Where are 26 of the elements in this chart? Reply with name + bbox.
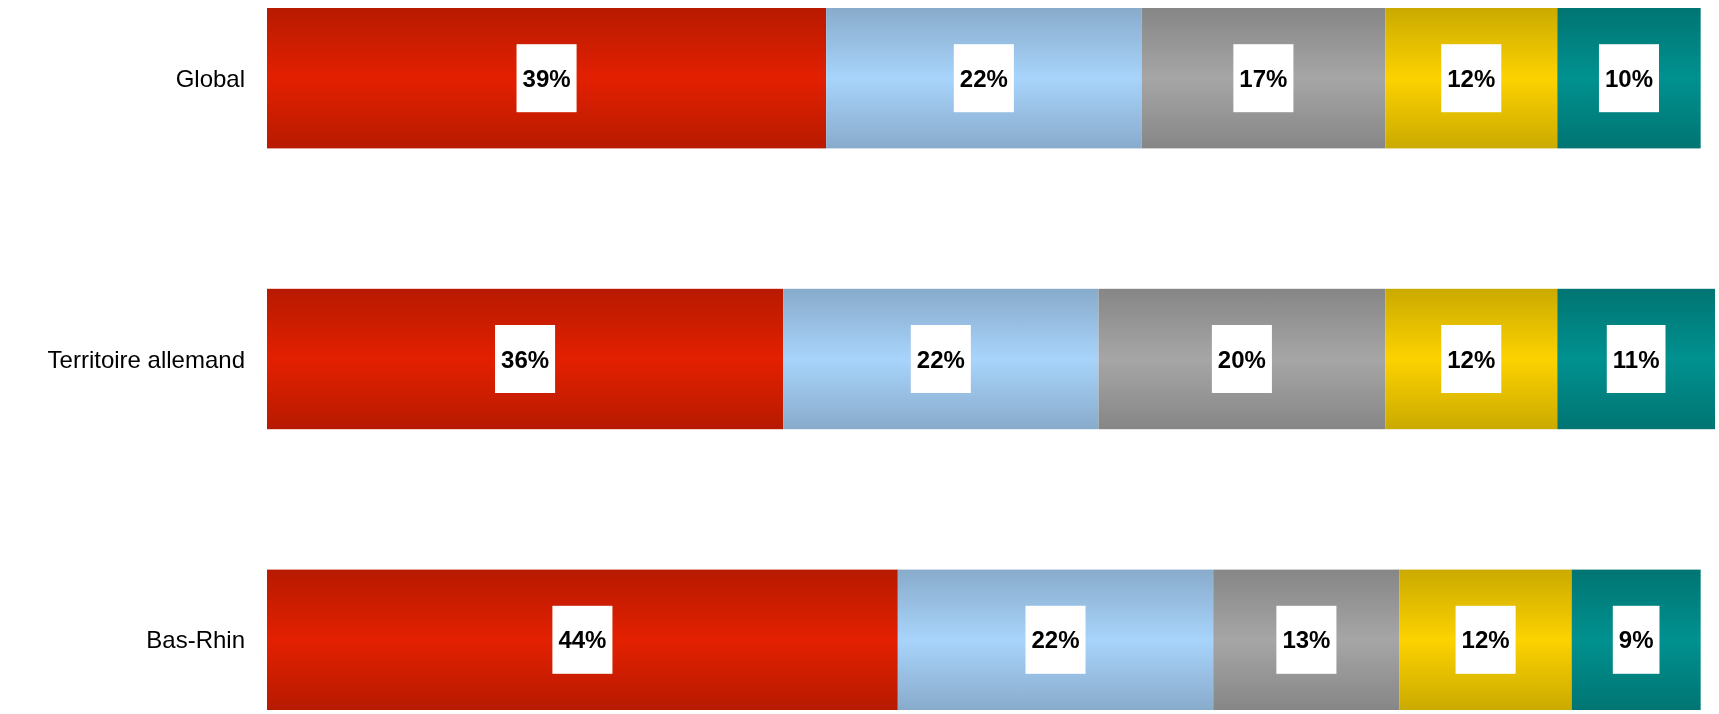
- bar: [267, 569, 898, 710]
- data-label: 22%: [916, 345, 965, 373]
- data-label: 9%: [1618, 626, 1654, 654]
- data-label: 22%: [959, 64, 1008, 92]
- data-label: 12%: [1461, 626, 1510, 654]
- y-tick-label: Territoire allemand: [47, 345, 245, 373]
- bar: [1141, 8, 1386, 149]
- data-label: 36%: [501, 345, 550, 373]
- data-label: 12%: [1447, 64, 1496, 92]
- data-label: 20%: [1217, 345, 1266, 373]
- bar: [1098, 288, 1386, 430]
- bar: [267, 8, 827, 149]
- bar: [826, 8, 1142, 149]
- data-label: 22%: [1031, 626, 1080, 654]
- data-label: 12%: [1447, 345, 1496, 373]
- bar: [783, 288, 1099, 430]
- data-label: 11%: [1612, 345, 1660, 373]
- data-label: 10%: [1604, 64, 1653, 92]
- data-label: 39%: [522, 64, 571, 92]
- data-label: 17%: [1239, 64, 1288, 92]
- data-label: 44%: [558, 626, 607, 654]
- bar: [897, 569, 1214, 710]
- data-label: 13%: [1282, 626, 1331, 654]
- y-tick-label: Bas-Rhin: [146, 626, 245, 654]
- bar: [267, 288, 784, 430]
- y-tick-label: Global: [175, 64, 245, 92]
